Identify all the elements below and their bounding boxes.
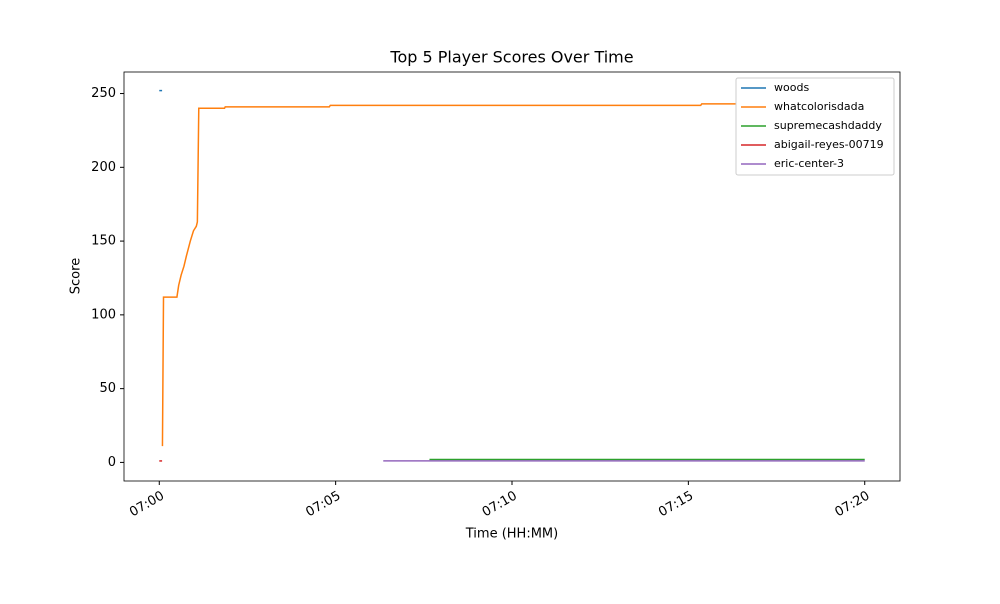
legend-box bbox=[735, 77, 895, 176]
y-tick-label: 0 bbox=[108, 455, 116, 470]
chart-title: Top 5 Player Scores Over Time bbox=[389, 48, 633, 67]
y-tick-label: 50 bbox=[99, 381, 116, 396]
y-tick-label: 200 bbox=[91, 160, 116, 175]
y-tick-label: 150 bbox=[91, 234, 116, 249]
y-axis-label: Score bbox=[69, 258, 84, 294]
legend-label: woods bbox=[774, 81, 809, 94]
legend-label: supremecashdaddy bbox=[774, 119, 882, 132]
y-tick-label: 250 bbox=[91, 86, 116, 101]
legend-label: abigail-reyes-00719 bbox=[774, 138, 884, 151]
x-axis-label: Time (HH:MM) bbox=[465, 527, 558, 542]
plot-frame bbox=[123, 71, 901, 482]
legend-label: eric-center-3 bbox=[774, 157, 844, 170]
y-tick-label: 100 bbox=[91, 307, 116, 322]
series-line bbox=[161, 103, 865, 447]
legend-label: whatcolorisdada bbox=[774, 100, 864, 113]
